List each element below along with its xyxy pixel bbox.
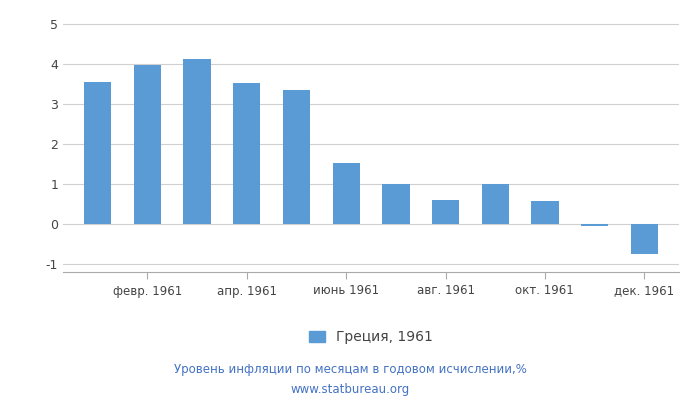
Bar <box>332 163 360 224</box>
Bar <box>531 201 559 224</box>
Bar <box>134 65 161 224</box>
Bar <box>631 224 658 254</box>
Bar <box>233 83 260 224</box>
Text: www.statbureau.org: www.statbureau.org <box>290 384 410 396</box>
Text: Уровень инфляции по месяцам в годовом исчислении,%: Уровень инфляции по месяцам в годовом ис… <box>174 364 526 376</box>
Bar <box>283 90 310 224</box>
Bar <box>581 224 608 226</box>
Bar <box>432 200 459 224</box>
Bar <box>482 184 509 224</box>
Bar <box>84 82 111 224</box>
Bar <box>183 59 211 224</box>
Legend: Греция, 1961: Греция, 1961 <box>309 330 433 344</box>
Bar <box>382 184 410 224</box>
